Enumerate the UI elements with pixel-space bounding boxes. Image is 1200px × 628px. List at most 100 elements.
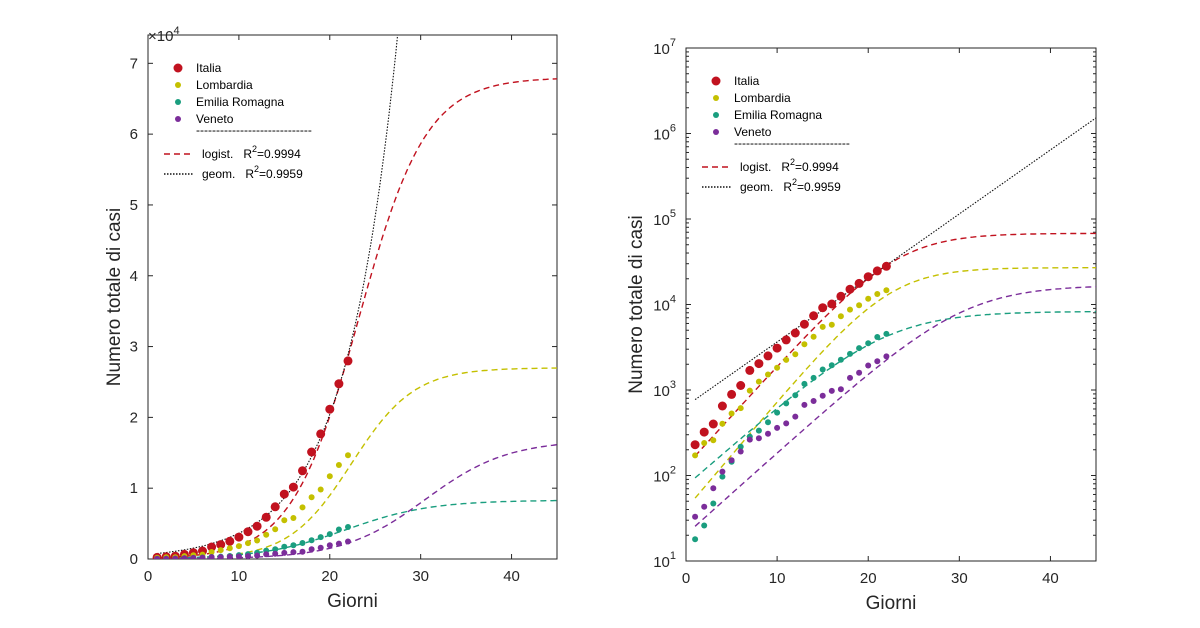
chart-panel-2: 0 10 20 30 40101102103104105106107GiorniNume… [626, 37, 1097, 614]
data-point-italia [334, 379, 344, 389]
data-point-veneto [728, 457, 735, 464]
data-point-veneto [719, 468, 726, 475]
y-tick-exponent: 4 [670, 294, 676, 306]
data-point-lombardia [272, 526, 279, 533]
data-point-lombardia [819, 323, 826, 330]
legend-label: Emilia Romagna [734, 108, 822, 122]
data-point-emilia-romagna [810, 374, 817, 381]
y-tick-label: 106 [653, 123, 676, 144]
data-point-lombardia [810, 333, 817, 340]
data-point-lombardia [828, 321, 835, 328]
data-point-italia [799, 319, 809, 329]
data-point-lombardia [792, 351, 799, 358]
data-point-italia [845, 284, 855, 294]
data-point-italia [690, 440, 700, 450]
x-axis-label: Giorni [327, 591, 378, 612]
data-point-emilia-romagna [765, 419, 771, 426]
data-point-italia [754, 359, 764, 369]
fit-r-exponent: 2 [792, 177, 797, 187]
legend-fit-label: logist. R2=0.9994 [740, 157, 839, 174]
legend-fit-label: geom. R2=0.9959 [740, 177, 841, 194]
data-point-lombardia [208, 549, 215, 555]
data-point-veneto [828, 387, 835, 394]
legend-marker [713, 129, 719, 135]
data-point-veneto [746, 436, 753, 443]
legend-label: Italia [196, 61, 222, 75]
data-point-italia [708, 419, 718, 429]
data-point-italia [863, 272, 873, 282]
y-tick-base: 10 [653, 41, 670, 58]
data-point-italia [261, 512, 271, 522]
data-point-emilia-romagna [692, 536, 699, 543]
data-point-emilia-romagna [326, 531, 333, 538]
fit-r2-value: =0.9959 [797, 180, 841, 194]
x-tick-label: 0 [682, 570, 690, 587]
fit-r2-value: =0.9994 [795, 160, 839, 174]
data-point-veneto [190, 554, 197, 559]
data-point-emilia-romagna [819, 366, 826, 373]
data-point-italia [881, 261, 891, 271]
legend-label: Lombardia [734, 91, 791, 105]
logistic-fit-emilia-romagna [157, 499, 557, 559]
data-point-italia [234, 532, 244, 542]
data-point-veneto [154, 555, 161, 559]
y-tick-label: 105 [653, 208, 676, 229]
legend-marker [713, 95, 719, 101]
axes-box [147, 34, 558, 560]
x-tick-label: 40 [1042, 570, 1059, 587]
multiplier-base: ×10 [148, 28, 173, 45]
data-point-italia [279, 489, 289, 499]
data-point-lombardia [710, 437, 717, 444]
y-tick-exponent: 7 [670, 37, 676, 49]
x-tick-label: 30 [412, 568, 429, 585]
y-tick-base: 10 [653, 212, 670, 229]
data-point-lombardia [719, 420, 726, 427]
data-point-lombardia [755, 378, 762, 385]
fit-name: geom. [740, 180, 773, 194]
data-point-emilia-romagna [701, 522, 708, 529]
data-point-emilia-romagna [792, 392, 799, 399]
y-tick-label: 3 [130, 339, 138, 356]
data-point-emilia-romagna [710, 500, 717, 507]
y-tick-label: 1 [130, 480, 138, 497]
data-point-veneto [263, 551, 270, 558]
legend-marker [713, 112, 719, 118]
data-point-lombardia [335, 462, 342, 468]
y-tick-label: 7 [130, 55, 138, 72]
data-point-italia [316, 429, 326, 439]
data-point-veneto [810, 398, 817, 404]
data-point-veneto [856, 369, 863, 376]
data-point-veneto [801, 401, 808, 408]
fit-r-exponent: 2 [254, 164, 259, 174]
fit-r-exponent: 2 [790, 157, 795, 167]
fit-r2-value: =0.9994 [257, 147, 301, 161]
legend-separator: ----------------------------- [196, 123, 312, 137]
data-point-italia [872, 266, 882, 276]
fit-r-symbol: R [243, 147, 252, 161]
data-point-emilia-romagna [847, 350, 853, 357]
multiplier-exponent: 4 [173, 25, 179, 37]
y-tick-exponent: 2 [670, 465, 676, 477]
y-tick-exponent: 1 [670, 550, 676, 562]
fit-name: logist. [202, 147, 233, 161]
data-point-veneto [181, 555, 188, 559]
data-point-veneto [847, 374, 853, 381]
legend-label: Veneto [734, 125, 772, 139]
data-point-veneto [226, 553, 233, 559]
legend: Italia Lombardia Emilia Romagna Veneto-----… [702, 74, 850, 194]
y-tick-base: 10 [653, 127, 670, 144]
data-point-italia [854, 278, 864, 288]
data-point-veneto [172, 555, 179, 559]
logistic-fit-italia [157, 78, 557, 559]
data-point-emilia-romagna [281, 543, 288, 550]
x-tick-label: 20 [860, 570, 877, 587]
y-axis-label: Numero totale di casi [104, 208, 125, 386]
data-point-emilia-romagna [272, 546, 279, 553]
data-point-lombardia [765, 371, 771, 378]
axis-multiplier: ×104 [148, 25, 180, 45]
data-point-veneto [701, 503, 708, 510]
data-point-italia [736, 381, 746, 390]
fit-r-exponent: 2 [252, 144, 257, 154]
data-point-lombardia [235, 543, 242, 550]
